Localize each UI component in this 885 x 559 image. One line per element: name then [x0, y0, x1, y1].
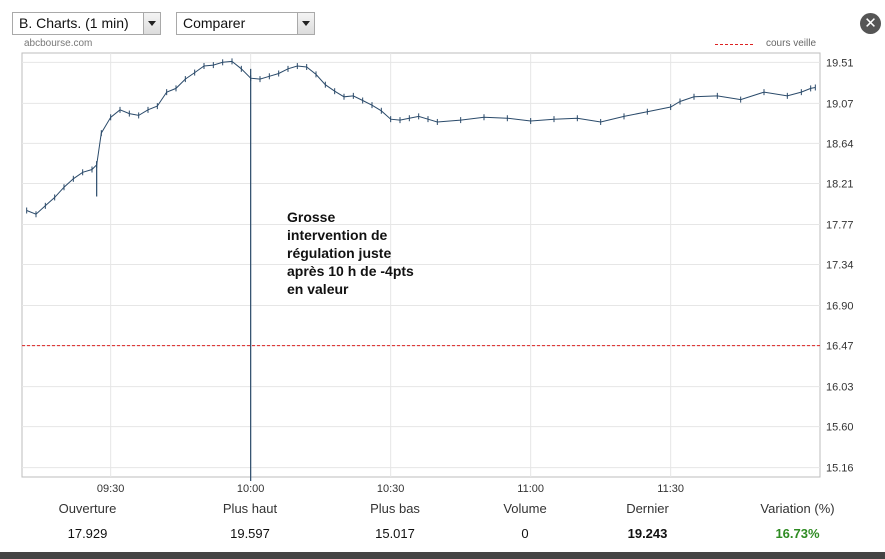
y-tick-label: 15.60: [826, 422, 854, 434]
y-tick-label: 17.34: [826, 260, 854, 272]
annotation-line: intervention de: [287, 227, 388, 243]
y-tick-label: 17.77: [826, 219, 854, 231]
y-tick-label: 19.51: [826, 57, 854, 69]
stat-label: Variation (%): [760, 500, 835, 516]
chevron-down-icon[interactable]: [143, 13, 160, 34]
annotation-line: régulation juste: [287, 245, 391, 261]
y-tick-label: 18.21: [826, 178, 854, 190]
x-tick-label: 10:30: [377, 483, 405, 495]
compare-select-value: Comparer: [183, 15, 246, 31]
y-tick-label: 19.07: [826, 98, 854, 110]
x-tick-label: 10:00: [237, 483, 265, 495]
annotation-line: après 10 h de -4pts: [287, 263, 414, 279]
stat-value: 19.597: [230, 525, 270, 541]
chevron-down-icon[interactable]: [297, 13, 314, 34]
y-tick-label: 18.64: [826, 138, 854, 150]
x-tick-label: 11:30: [657, 483, 684, 495]
stats-table: Ouverture Plus haut Plus bas Volume Dernier V…: [0, 497, 885, 547]
period-select-value: B. Charts. (1 min): [19, 15, 129, 31]
annotation-line: Grosse: [287, 209, 335, 225]
y-tick-label: 16.90: [826, 301, 854, 313]
stat-value: 0: [521, 525, 529, 541]
y-tick-label: 16.47: [826, 341, 854, 353]
close-icon[interactable]: ✕: [860, 13, 881, 34]
price-chart: 19.51 19.07 18.64 18.21 17.77 17.34 16.90 16.47…: [21, 52, 854, 495]
stat-label: Plus bas: [370, 500, 420, 516]
site-label: abcbourse.com: [24, 38, 93, 49]
legend-line: [715, 44, 753, 45]
stat-label: Plus haut: [222, 500, 278, 516]
stat-value: 19.243: [627, 525, 668, 541]
x-tick-label: 09:30: [97, 483, 125, 495]
stat-value: 16.73%: [775, 525, 820, 541]
stat-value: 17.929: [67, 525, 108, 541]
bottom-strip: [0, 552, 885, 559]
stat-label: Dernier: [626, 500, 669, 516]
legend-label: cours veille: [766, 38, 817, 49]
stat-label: Volume: [503, 500, 547, 516]
period-select[interactable]: B. Charts. (1 min): [12, 12, 161, 35]
stat-label: Ouverture: [58, 500, 117, 516]
y-tick-label: 15.16: [826, 463, 854, 475]
stat-value: 15.017: [375, 525, 415, 541]
x-tick-label: 11:00: [517, 483, 544, 495]
compare-select[interactable]: Comparer: [176, 12, 315, 35]
annotation-line: en valeur: [287, 281, 349, 297]
y-tick-label: 16.03: [826, 382, 854, 394]
